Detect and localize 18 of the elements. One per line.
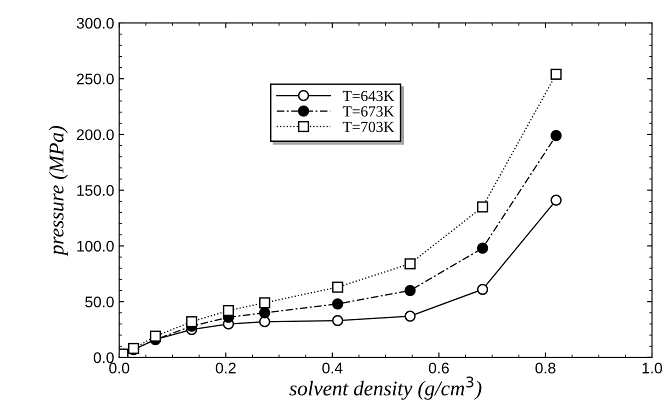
legend-label: T=643K: [342, 90, 394, 102]
y-tick-label: 250.0: [76, 74, 114, 84]
x-tick-label: 0.8: [535, 362, 556, 374]
y-axis-title: pressure (MPa): [48, 126, 68, 256]
y-tick-label: 200.0: [76, 129, 114, 140]
x-tick-label: 1.0: [642, 362, 662, 374]
y-tick-label: 100.0: [77, 240, 114, 252]
y-tick-label: 150.0: [77, 185, 114, 196]
x-tick-label: 0.0: [109, 362, 130, 374]
legend-label: T=703K: [342, 122, 394, 132]
legend-label: T=673K: [342, 106, 394, 117]
y-tick-label: 0.0: [94, 352, 114, 364]
x-tick-label: 0.2: [216, 362, 236, 374]
x-tick-label: 0.6: [428, 362, 449, 374]
y-tick-label: 300.0: [76, 18, 114, 29]
x-axis-title: solvent density (g/cm$^{3}$): [289, 376, 482, 400]
x-tick-label: 0.4: [322, 362, 343, 374]
y-tick-label: 50.0: [85, 296, 114, 308]
